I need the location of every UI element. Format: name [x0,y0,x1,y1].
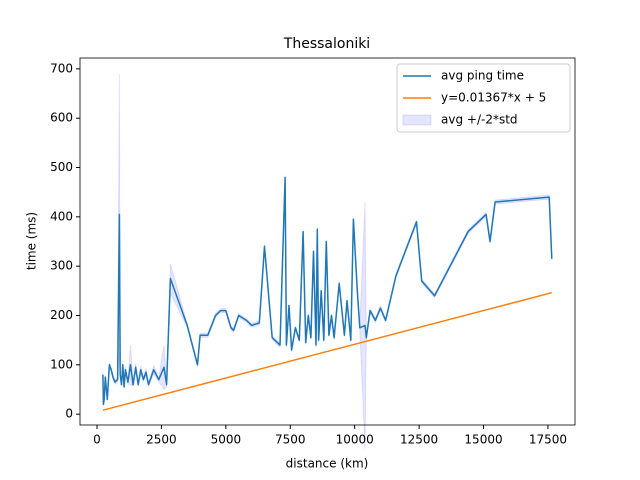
legend-label: avg +/-2*std [441,113,518,127]
x-axis-label: distance (km) [286,457,369,471]
x-tick-label: 12500 [400,433,438,447]
x-tick-label: 7500 [275,433,306,447]
plot-frame [79,57,576,426]
x-tick-label: 0 [93,433,101,447]
x-tick-label: 5000 [211,433,242,447]
x-tick-label: 10000 [336,433,374,447]
y-tick-label: 300 [50,259,73,273]
y-axis-label: time (ms) [25,212,39,270]
y-tick-label: 0 [65,407,73,421]
y-tick-label: 100 [50,357,73,371]
y-tick-label: 200 [50,308,73,322]
legend-label: avg ping time [441,69,524,83]
x-tick-label: 17500 [529,433,567,447]
y-tick-label: 600 [50,111,73,125]
legend-swatch [402,114,432,126]
y-tick-label: 700 [50,61,73,75]
chart-title: Thessaloniki [283,36,370,52]
series-line [102,291,552,411]
x-tick-label: 15000 [464,433,502,447]
series-line [102,176,553,406]
x-tick-label: 2500 [146,433,177,447]
legend-box [396,63,571,133]
legend-label: y=0.01367*x + 5 [441,91,546,105]
y-tick-label: 500 [50,160,73,174]
y-tick-label: 400 [50,209,73,223]
